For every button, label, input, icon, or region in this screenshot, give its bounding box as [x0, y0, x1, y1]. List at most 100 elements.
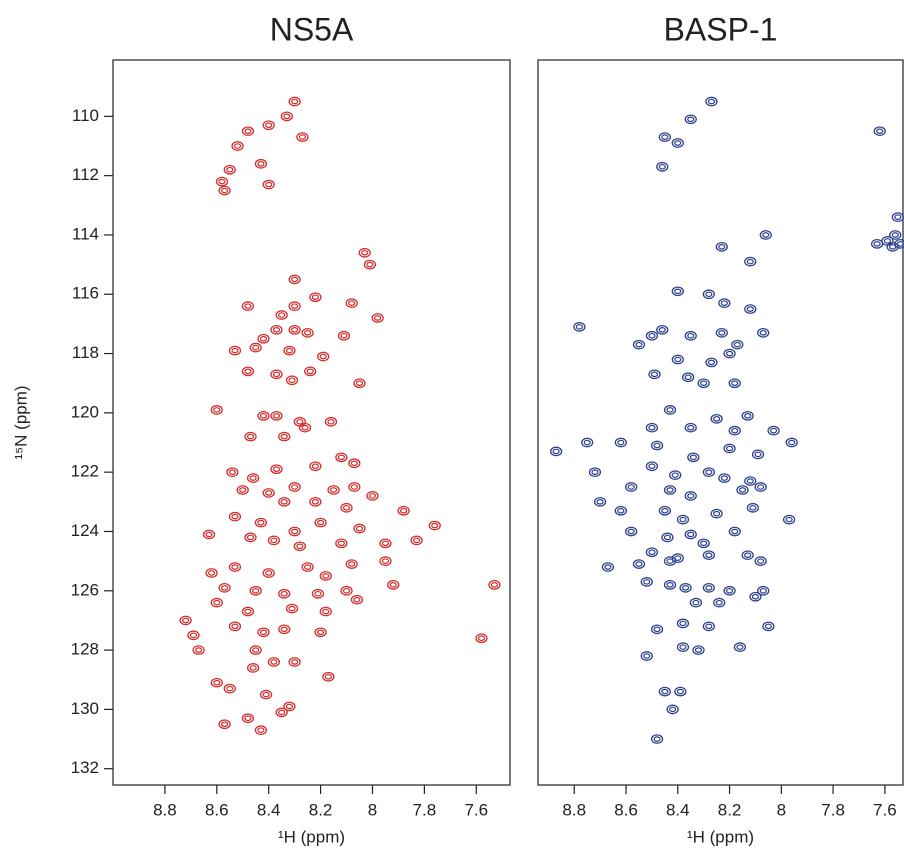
peak	[736, 485, 749, 495]
peak-contour	[757, 585, 770, 596]
peak-contour	[674, 686, 687, 697]
peak-contour	[210, 405, 223, 415]
peak-contour	[317, 351, 330, 362]
peak-contour	[275, 310, 288, 320]
peak-contour	[210, 597, 223, 608]
peak	[311, 588, 325, 599]
peak	[692, 645, 705, 655]
peak	[625, 526, 638, 537]
y-tick-label: 126	[71, 580, 99, 599]
x-tick-label: 8.6	[205, 800, 229, 819]
peak	[335, 452, 348, 463]
peak-contour	[687, 424, 695, 431]
peak-contour	[702, 550, 716, 561]
peak-contour	[746, 258, 754, 265]
peak-contour	[702, 289, 716, 300]
peak-contour	[319, 571, 332, 581]
peak-contour	[280, 499, 288, 505]
peak-contour	[715, 327, 728, 338]
peak-contour	[301, 327, 314, 338]
peak-contour	[381, 558, 390, 564]
peak-contour	[254, 158, 268, 169]
x-axis-label: ¹H (ppm)	[278, 827, 345, 846]
peak-contour	[244, 532, 257, 543]
peak-contour	[205, 531, 213, 538]
peak-contour	[881, 236, 894, 246]
peak-contour	[632, 559, 646, 569]
peak-contour	[733, 642, 747, 652]
peak-contour	[291, 484, 299, 490]
peak	[340, 502, 353, 513]
peak	[179, 615, 192, 626]
peak-contour	[650, 734, 664, 744]
peak-contour	[694, 647, 703, 653]
peak-contour	[340, 585, 353, 596]
peak-contour	[736, 485, 749, 495]
peak	[676, 618, 690, 629]
peak	[715, 241, 728, 252]
peak	[202, 529, 216, 540]
peak-contour	[428, 520, 441, 531]
peak-contour	[285, 375, 299, 386]
peak	[663, 485, 677, 495]
peak-contour	[265, 490, 273, 496]
peak	[661, 532, 674, 543]
peak	[301, 562, 314, 572]
peak-contour	[744, 476, 757, 486]
peak-contour	[650, 440, 664, 451]
peak-contour	[617, 507, 625, 514]
peak-contour	[640, 651, 653, 661]
peak	[754, 482, 767, 492]
peak-contour	[218, 582, 231, 593]
peak	[288, 274, 301, 285]
peak	[267, 657, 281, 667]
peak-contour	[368, 493, 377, 499]
peak-contour	[681, 372, 695, 383]
peak	[241, 606, 255, 617]
peak	[257, 627, 270, 638]
peak-contour	[475, 633, 488, 644]
peak	[891, 212, 904, 223]
peak-contour	[488, 579, 501, 590]
peak	[397, 505, 410, 516]
peak-contour	[291, 528, 299, 535]
plot-frame	[537, 59, 904, 786]
peak-contour	[601, 562, 615, 572]
peak-contour	[648, 549, 656, 556]
y-tick-label: 132	[71, 758, 99, 777]
peak	[319, 606, 332, 617]
peak	[650, 624, 664, 635]
peak-contour	[713, 415, 721, 422]
peak	[614, 505, 627, 516]
peak-contour	[671, 138, 684, 148]
peak-contour	[697, 538, 710, 549]
peak-contour	[285, 603, 299, 614]
peak-contour	[782, 514, 796, 525]
peak	[223, 683, 236, 694]
x-tick-label: 8.4	[257, 800, 281, 819]
x-tick-label: 8	[368, 800, 377, 819]
peak	[288, 482, 301, 492]
peak	[731, 339, 744, 350]
peak-contour	[319, 353, 327, 360]
peak-contour	[767, 425, 780, 436]
peak-contour	[741, 410, 754, 421]
peak-contour	[692, 645, 705, 655]
peak-contour	[345, 298, 358, 308]
peak-contour	[363, 259, 377, 270]
peak	[210, 597, 223, 608]
peak-contour	[596, 499, 604, 505]
peak	[889, 230, 902, 240]
peak-contour	[749, 504, 757, 511]
peak	[744, 256, 757, 267]
peak	[231, 141, 244, 151]
peak-contour	[288, 274, 301, 285]
peak-contour	[311, 294, 319, 301]
peak-contour	[412, 537, 421, 544]
peak	[767, 425, 780, 436]
peak	[728, 526, 741, 537]
peak-contour	[643, 653, 651, 659]
peak	[762, 621, 775, 632]
peak-contour	[731, 427, 739, 434]
peak-contour	[337, 540, 345, 547]
